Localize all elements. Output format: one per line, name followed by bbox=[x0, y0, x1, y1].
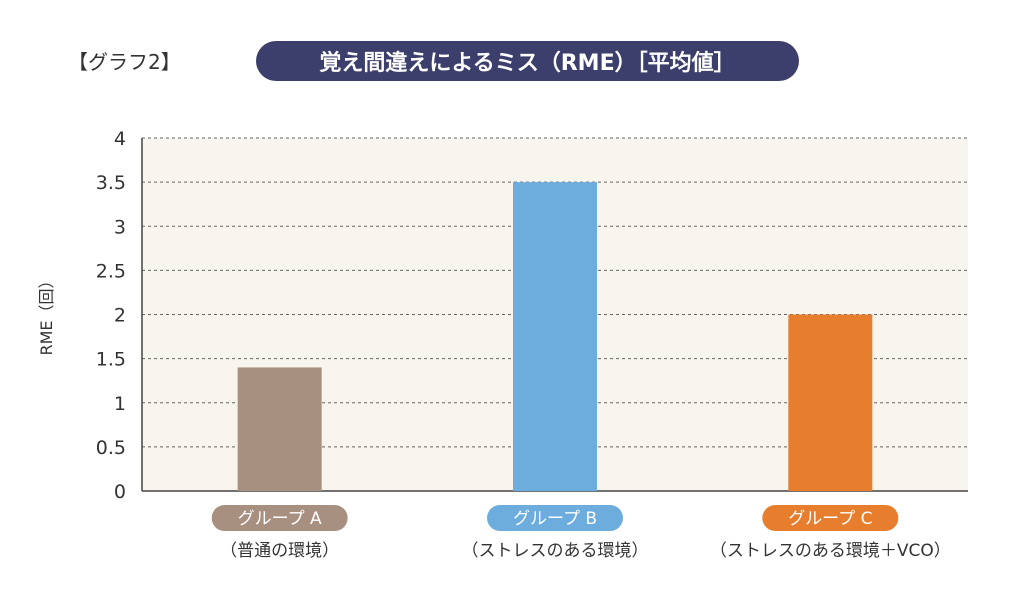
y-tick-label: 4 bbox=[114, 128, 126, 150]
y-tick-label: 1.5 bbox=[96, 349, 126, 371]
bar bbox=[237, 367, 322, 491]
y-tick-label: 3 bbox=[114, 216, 126, 238]
y-tick-label: 2 bbox=[114, 305, 126, 327]
y-tick-label: 3.5 bbox=[96, 172, 126, 194]
category-badge bbox=[487, 505, 623, 531]
category-badge bbox=[211, 505, 348, 531]
chart-title: 覚え間違えによるミス（RME）［平均値］ bbox=[256, 41, 799, 81]
category-sublabel: （ストレスのある環境＋VCO） bbox=[710, 541, 951, 561]
category-sublabel: （ストレスのある環境） bbox=[462, 541, 649, 561]
category-sublabel: （普通の環境） bbox=[220, 541, 339, 561]
y-tick-label: 0.5 bbox=[96, 437, 126, 459]
graph-number-label: 【グラフ2】 bbox=[68, 50, 181, 74]
y-tick-label: 1 bbox=[114, 393, 126, 415]
bar bbox=[788, 314, 873, 491]
category-label: グループ B bbox=[513, 509, 597, 529]
y-tick-label: 0 bbox=[114, 481, 126, 503]
y-axis-label: RME（回） bbox=[37, 272, 56, 355]
y-tick-label: 2.5 bbox=[96, 260, 126, 282]
category-label: グループ C bbox=[788, 509, 872, 529]
category-label: グループ A bbox=[238, 509, 322, 529]
bar bbox=[513, 182, 597, 491]
category-badge bbox=[762, 505, 899, 531]
